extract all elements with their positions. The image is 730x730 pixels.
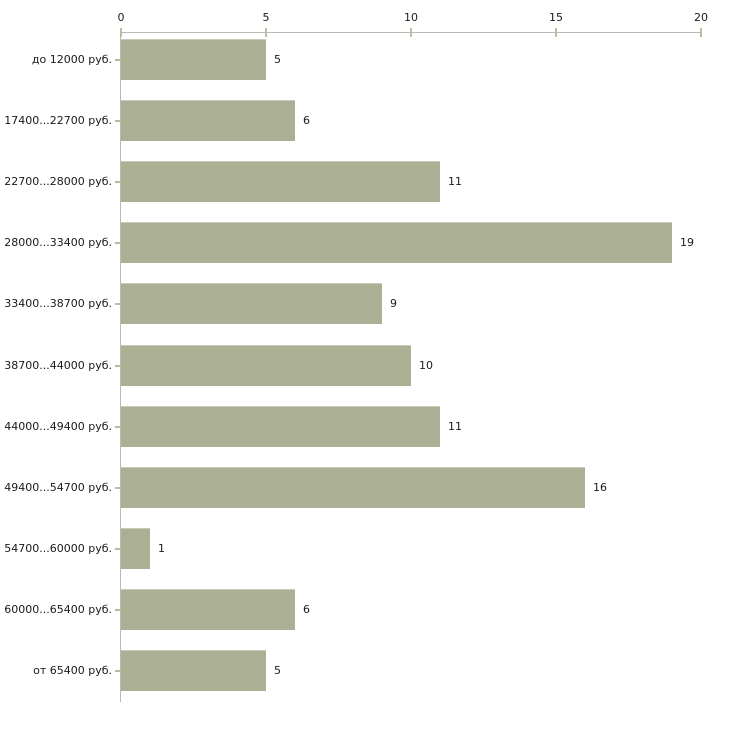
bar-row: 17400...22700 руб. 6 xyxy=(4,100,702,141)
y-axis-tick xyxy=(115,548,120,550)
bar-row: 44000...49400 руб. 11 xyxy=(4,406,702,447)
bar-value-label: 6 xyxy=(303,603,310,616)
y-axis-tick xyxy=(115,426,120,428)
y-axis-tick xyxy=(115,609,120,611)
y-axis-tick xyxy=(115,59,120,61)
bar-value-label: 10 xyxy=(419,359,433,372)
y-axis-tick xyxy=(115,181,120,183)
category-label: 49400...54700 руб. xyxy=(4,481,112,494)
bar xyxy=(121,406,440,447)
bar-row: до 12000 руб. 5 xyxy=(32,39,702,80)
bar-value-label: 5 xyxy=(274,53,281,66)
category-label: 44000...49400 руб. xyxy=(4,420,112,433)
y-axis-tick xyxy=(115,670,120,672)
bar-value-label: 11 xyxy=(448,420,462,433)
y-axis-tick xyxy=(115,365,120,367)
x-axis-tick-label: 0 xyxy=(117,11,125,24)
bar-row: 22700...28000 руб. 11 xyxy=(4,161,702,202)
x-axis-tick-label: 15 xyxy=(549,11,563,24)
category-label: 33400...38700 руб. xyxy=(4,297,112,310)
category-label: 17400...22700 руб. xyxy=(4,114,112,127)
x-axis-tick xyxy=(700,28,702,37)
bar-row: 49400...54700 руб. 16 xyxy=(4,467,702,508)
x-axis-tick xyxy=(120,28,122,37)
x-axis-tick-label: 20 xyxy=(694,11,708,24)
bar xyxy=(121,100,295,141)
category-label: 22700...28000 руб. xyxy=(4,175,112,188)
bar xyxy=(121,528,150,569)
bar-row: 38700...44000 руб. 10 xyxy=(4,345,702,386)
bar xyxy=(121,283,382,324)
bar xyxy=(121,39,266,80)
plot-area: 0 5 10 15 20 до 12000 руб. 5 17400...22700 руб.… xyxy=(4,11,708,702)
category-label: до 12000 руб. xyxy=(31,53,112,66)
category-label: 54700...60000 руб. xyxy=(4,542,112,555)
bar xyxy=(121,161,440,202)
bar-value-label: 1 xyxy=(158,542,165,555)
bar-value-label: 19 xyxy=(680,236,694,249)
bar xyxy=(121,345,411,386)
bar-row: 33400...38700 руб. 9 xyxy=(4,283,702,324)
bar xyxy=(121,650,266,691)
bar-value-label: 11 xyxy=(448,175,462,188)
y-axis-tick xyxy=(115,487,120,489)
category-label: 60000...65400 руб. xyxy=(4,603,112,616)
y-axis-tick xyxy=(115,242,120,244)
x-axis-tick xyxy=(410,28,412,37)
bar-value-label: 9 xyxy=(390,297,397,310)
x-axis-tick-label: 5 xyxy=(262,11,270,24)
y-axis-tick xyxy=(115,303,120,305)
bar-row: от 65400 руб. 5 xyxy=(33,650,702,691)
bar-row: 28000...33400 руб. 19 xyxy=(4,222,702,263)
x-axis-tick-label: 10 xyxy=(404,11,418,24)
bar-value-label: 16 xyxy=(593,481,607,494)
bar xyxy=(121,589,295,630)
category-label: от 65400 руб. xyxy=(33,664,112,677)
bar-value-label: 5 xyxy=(274,664,281,677)
bar-row: 54700...60000 руб. 1 xyxy=(4,528,702,569)
category-label: 38700...44000 руб. xyxy=(4,359,112,372)
bar xyxy=(121,467,585,508)
y-axis-tick xyxy=(115,120,120,122)
bar-row: 60000...65400 руб. 6 xyxy=(4,589,702,630)
bar xyxy=(121,222,672,263)
x-axis-tick xyxy=(265,28,267,37)
category-label: 28000...33400 руб. xyxy=(4,236,112,249)
x-axis-tick xyxy=(555,28,557,37)
bar-value-label: 6 xyxy=(303,114,310,127)
